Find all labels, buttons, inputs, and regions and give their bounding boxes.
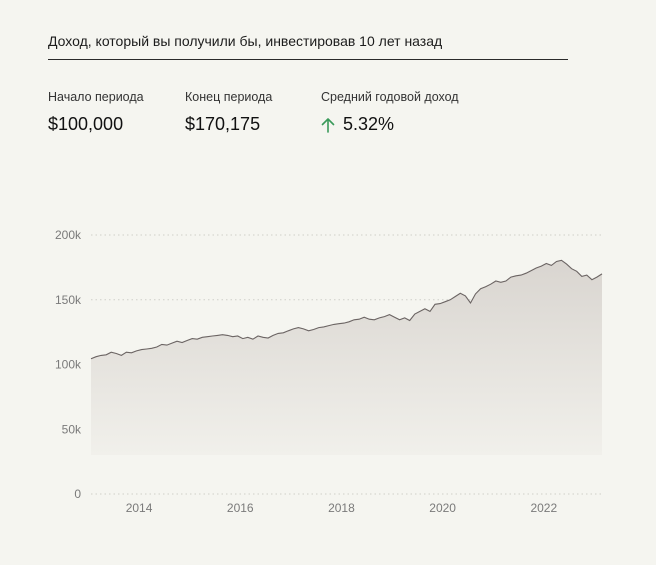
title-divider: [48, 59, 568, 60]
x-tick-label: 2020: [429, 501, 456, 515]
y-tick-label: 50k: [62, 422, 82, 436]
y-tick-label: 200k: [55, 228, 82, 242]
start-value: $100,000: [48, 114, 124, 134]
x-tick-label: 2018: [328, 501, 355, 515]
y-tick-label: 100k: [55, 358, 82, 372]
page-title: Доход, который вы получили бы, инвестиро…: [48, 33, 443, 49]
series-line: [90, 259, 603, 360]
end-label: Конец периода: [185, 90, 273, 104]
avg-value: 5.32%: [343, 114, 395, 134]
avg-value-row: 5.32%: [321, 114, 459, 135]
x-tick-label: 2014: [126, 501, 153, 515]
start-stat: Начало периода $100,000: [48, 90, 144, 135]
y-tick-label: 0: [74, 487, 81, 501]
avg-label: Средний годовой доход: [321, 90, 459, 104]
avg-stat: Средний годовой доход 5.32%: [321, 90, 459, 135]
series-area: [91, 260, 602, 455]
start-label: Начало периода: [48, 90, 144, 104]
y-tick-label: 150k: [55, 293, 82, 307]
end-stat: Конец периода $170,175: [185, 90, 272, 135]
x-tick-label: 2016: [227, 501, 254, 515]
x-tick-label: 2022: [530, 501, 557, 515]
arrow-up-icon: [321, 117, 335, 133]
end-value: $170,175: [185, 114, 261, 134]
